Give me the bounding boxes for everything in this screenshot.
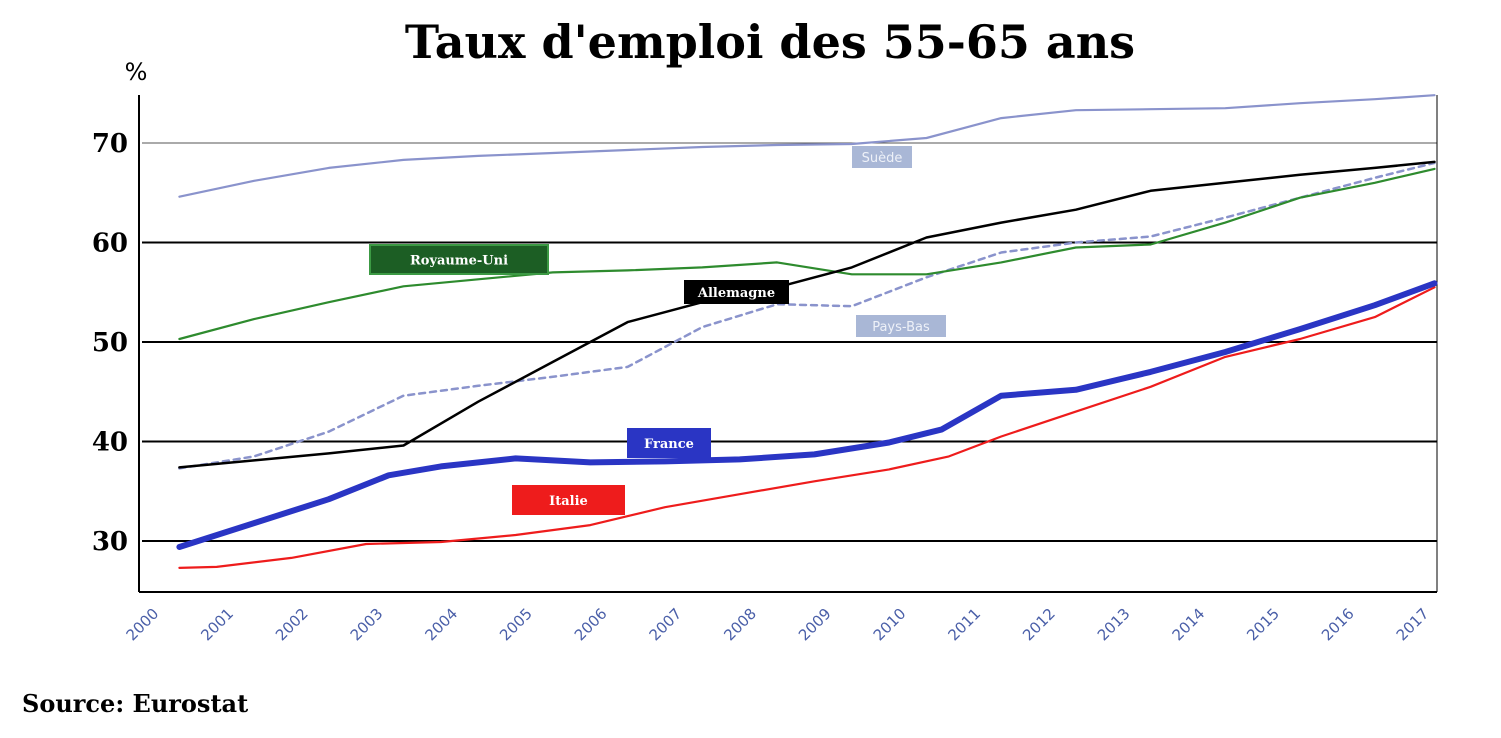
label-suede: Suède [852,146,912,168]
label-box-allemagne [684,280,789,304]
label-text-suede: Suède [862,151,903,166]
x-tick-label: 2014 [1169,605,1209,645]
label-royaume_uni: Royaume-Uni [369,244,549,275]
x-tick-label: 2013 [1094,605,1134,645]
x-tick-label: 2003 [347,605,387,645]
chart-title: Taux d'emploi des 55-65 ans [405,15,1135,69]
label-text-allemagne: Allemagne [697,286,775,301]
label-text-france: France [644,437,694,452]
y-tick-label: 60 [92,229,128,259]
series-line-royaume_uni [178,167,1436,341]
label-france: France [627,428,711,458]
x-tick-label: 2002 [272,605,312,645]
y-tick-label: 40 [92,428,128,458]
x-tick-label: 2000 [123,605,163,645]
label-text-pays_bas: Pays-Bas [872,320,930,335]
x-tick-label: 2008 [720,605,760,645]
label-box-pays_bas [856,315,946,337]
x-tick-label: 2001 [197,605,237,645]
x-tick-label: 2010 [870,605,910,645]
series-labels: Suède Royaume-Uni Allemagne Pays-Bas France I… [369,146,946,515]
series-lines [176,94,1438,570]
label-text-royaume_uni: Royaume-Uni [410,254,508,269]
x-tick-label: 2007 [646,605,686,645]
label-pays_bas: Pays-Bas [856,315,946,337]
x-tick-label: 2011 [944,605,984,645]
series-line-allemagne [178,160,1436,469]
x-tick-label: 2006 [571,605,611,645]
label-box-royaume_uni [369,244,549,275]
series-line-france [176,280,1438,550]
label-allemagne: Allemagne [684,280,789,304]
label-italie: Italie [512,485,625,515]
series-line-pays_bas [178,161,1436,470]
y-tick-label: 50 [92,328,128,358]
label-box-italie [512,485,625,515]
x-tick-label: 2016 [1318,605,1358,645]
x-tick-label: 2004 [421,605,461,645]
axes [138,95,1438,593]
x-tick-label: 2017 [1393,605,1433,645]
gridlines [142,142,1437,542]
x-tick-label: 2012 [1019,605,1059,645]
y-tick-label: 70 [92,129,128,159]
y-tick-labels: 30 40 50 60 70 [92,129,128,557]
source-note: Source: Eurostat [22,689,248,718]
label-box-suede [852,146,912,168]
x-tick-label: 2009 [795,605,835,645]
label-text-italie: Italie [549,494,588,509]
series-line-suede [178,94,1436,198]
x-tick-label: 2005 [496,605,536,645]
y-axis-unit: % [125,58,148,86]
y-tick-label: 30 [92,527,128,557]
series-line-italie [178,286,1436,570]
label-box-france [627,428,711,458]
x-tick-label: 2015 [1243,605,1283,645]
x-tick-labels: 2000 2001 2002 2003 2004 2005 2006 2007 2008 2009… [123,605,1433,645]
